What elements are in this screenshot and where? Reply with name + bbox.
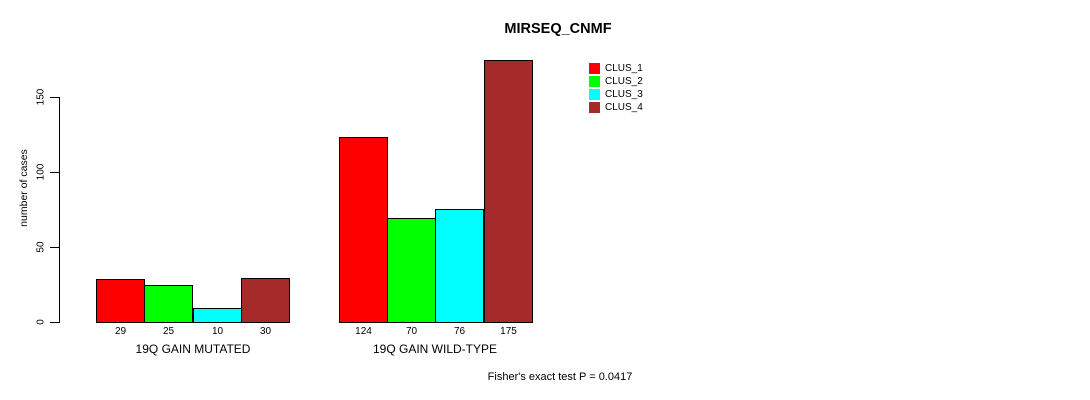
y-axis-label: number of cases xyxy=(18,149,30,227)
bar-clus_2 xyxy=(144,285,193,323)
bar-clus_1 xyxy=(96,279,145,323)
legend-label: CLUS_3 xyxy=(605,89,643,100)
y-tick xyxy=(50,322,60,323)
y-tick xyxy=(50,172,60,173)
legend-item-clus_1: CLUS_1 xyxy=(589,62,643,75)
y-tick xyxy=(50,247,60,248)
group-label: 19Q GAIN WILD-TYPE xyxy=(372,342,498,356)
bar-value-label: 30 xyxy=(259,326,272,337)
legend-label: CLUS_1 xyxy=(605,63,643,74)
bar-value-label: 25 xyxy=(162,326,175,337)
bar-value-label: 29 xyxy=(114,326,127,337)
bar-value-label: 124 xyxy=(355,326,372,337)
bar-clus_3 xyxy=(193,308,242,323)
bar-clus_2 xyxy=(387,218,436,323)
chart-title: MIRSEQ_CNMF xyxy=(504,21,612,37)
legend-swatch-icon xyxy=(589,63,600,74)
y-tick xyxy=(50,97,60,98)
y-tick-label: 100 xyxy=(35,163,47,181)
y-tick-label: 0 xyxy=(35,319,47,325)
legend-item-clus_4: CLUS_4 xyxy=(589,101,643,114)
legend-label: CLUS_4 xyxy=(605,102,643,113)
bar-value-label: 76 xyxy=(453,326,466,337)
y-tick-label: 50 xyxy=(35,241,47,253)
bar-clus_3 xyxy=(435,209,484,323)
legend-label: CLUS_2 xyxy=(605,76,643,87)
group-label: 19Q GAIN MUTATED xyxy=(135,342,251,356)
legend-item-clus_3: CLUS_3 xyxy=(589,88,643,101)
bar-clus_4 xyxy=(241,278,290,323)
legend-swatch-icon xyxy=(589,89,600,100)
bar-value-label: 70 xyxy=(405,326,418,337)
annotation-text: Fisher's exact test P = 0.0417 xyxy=(487,371,633,383)
bar-clus_1 xyxy=(339,137,388,323)
bar-value-label: 10 xyxy=(211,326,224,337)
legend-swatch-icon xyxy=(589,76,600,87)
legend-item-clus_2: CLUS_2 xyxy=(589,75,643,88)
y-tick-label: 150 xyxy=(35,88,47,106)
legend-swatch-icon xyxy=(589,102,600,113)
y-axis-line xyxy=(59,97,60,323)
bar-clus_4 xyxy=(484,60,533,323)
legend: CLUS_1 CLUS_2 CLUS_3 CLUS_4 xyxy=(589,62,643,114)
bar-value-label: 175 xyxy=(500,326,517,337)
